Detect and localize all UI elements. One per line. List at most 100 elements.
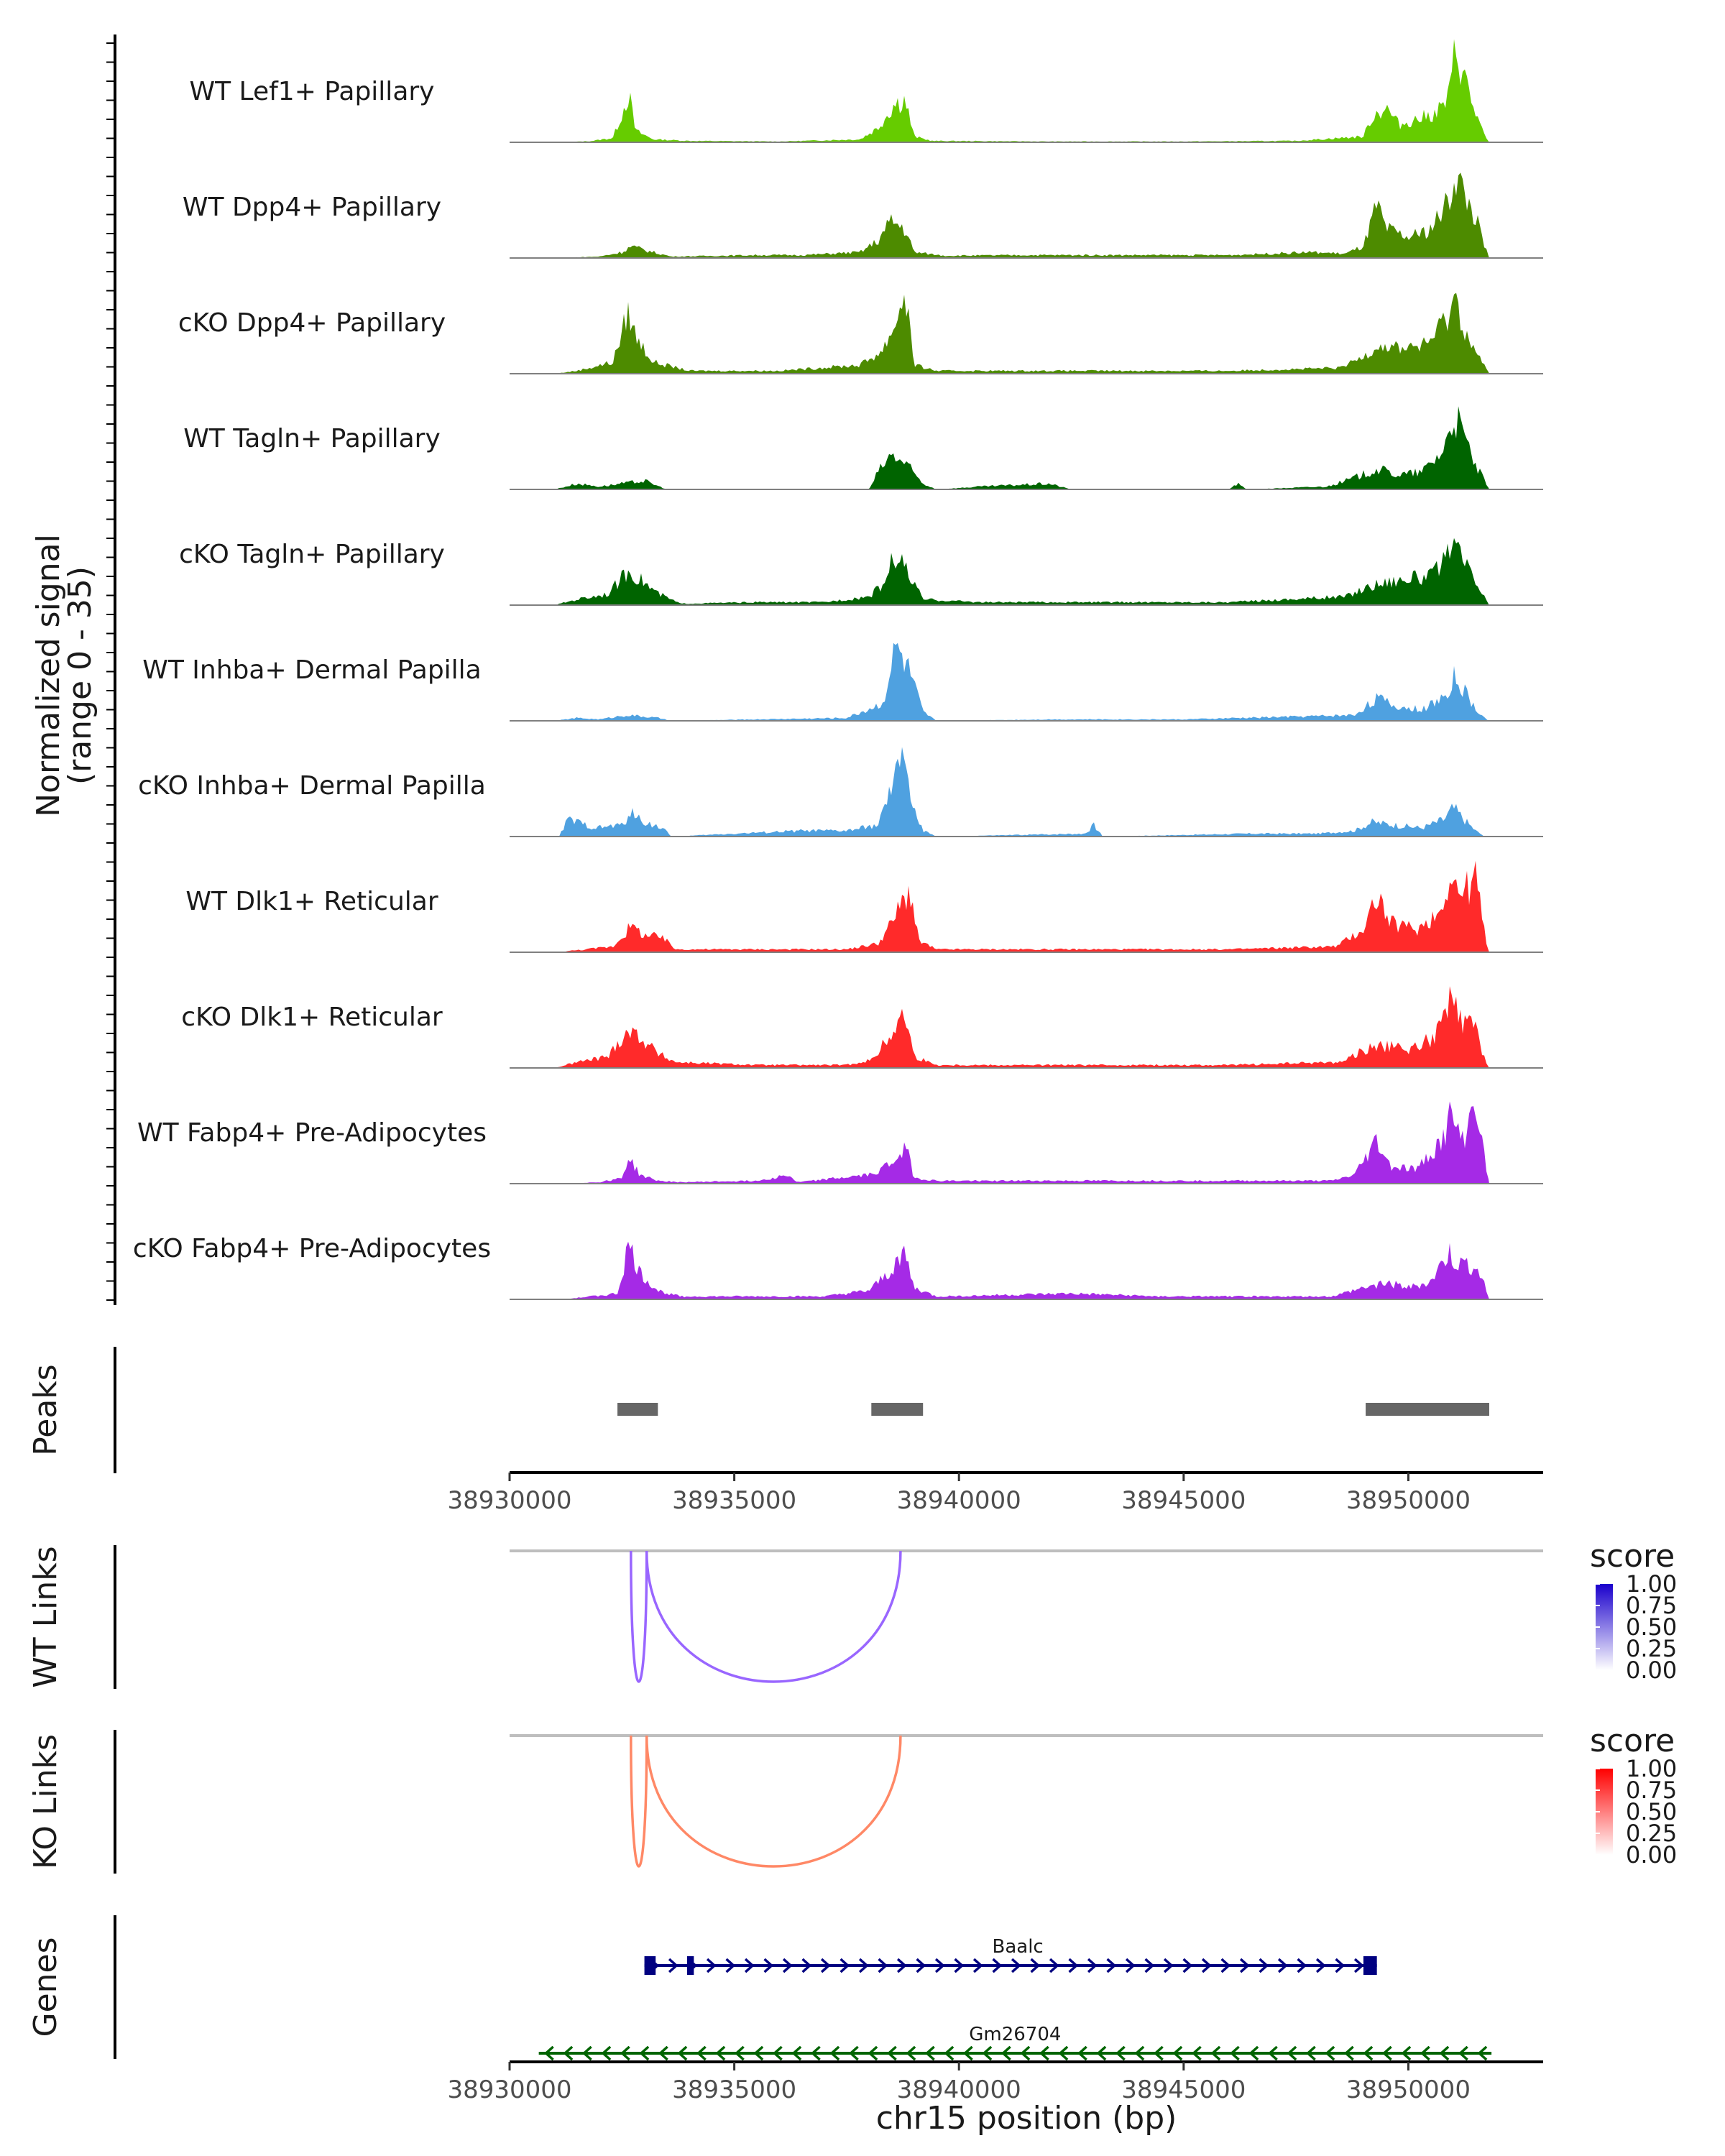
strand-arrow [1201, 1958, 1212, 1973]
gene-model: Baalc [644, 1936, 1377, 1975]
strand-arrow [954, 1958, 965, 1973]
link-arc [645, 1735, 902, 1868]
strand-arrow [1144, 1958, 1155, 1973]
coverage-track-label: WT Inhba+ Dermal Papilla [142, 655, 481, 685]
coverage-track-label: WT Fabp4+ Pre-Adipocytes [137, 1118, 487, 1148]
peak-region [871, 1403, 924, 1416]
coverage-track: WT Inhba+ Dermal Papilla [142, 642, 1543, 722]
coverage-area [554, 642, 1489, 721]
coverage-track-label: cKO Dlk1+ Reticular [181, 1003, 443, 1032]
coverage-track-label: cKO Dpp4+ Papillary [178, 308, 446, 338]
strand-arrow [963, 2045, 973, 2061]
strand-arrow [1220, 1958, 1231, 1973]
coverage-area [554, 292, 1489, 374]
strand-arrow [1230, 2045, 1240, 2061]
legend-tick-label: 0.00 [1626, 1841, 1677, 1869]
strand-arrow [1077, 2045, 1087, 2061]
strand-arrow [1030, 1958, 1041, 1973]
strand-arrow [1096, 2045, 1107, 2061]
coverage-track-label: cKO Inhba+ Dermal Papilla [138, 771, 486, 801]
legend-tick-label: 1.00 [1626, 1755, 1677, 1782]
strand-arrow [1297, 1958, 1307, 1973]
strand-arrow [982, 2045, 993, 2061]
strand-arrow [725, 1958, 736, 1973]
coverage-y-axis-title: Normalized signal [30, 534, 67, 817]
strand-arrow [1154, 2045, 1164, 2061]
legend-tick-label: 0.25 [1626, 1635, 1677, 1662]
strand-arrow [677, 2045, 688, 2061]
strand-arrow [763, 1958, 774, 1973]
strand-arrow [1306, 2045, 1316, 2061]
gene-model: Gm26704 [538, 2024, 1492, 2061]
strand-arrow [811, 2045, 821, 2061]
gene-exon [1363, 1956, 1377, 1975]
strand-arrow [1239, 1958, 1250, 1973]
coverage-track: cKO Dpp4+ Papillary [178, 292, 1543, 374]
coverage-track: WT Tagln+ Papillary [183, 406, 1543, 490]
strand-arrow [544, 2045, 554, 2061]
legend-tick-label: 0.00 [1626, 1657, 1677, 1684]
x-axis-tick-label: 38945000 [1121, 2076, 1246, 2104]
strand-arrow [925, 2045, 935, 2061]
x-axis-tick-label: 38930000 [447, 1486, 571, 1515]
coverage-area [554, 986, 1489, 1068]
link-arc [630, 1735, 648, 1868]
strand-arrow [1125, 1958, 1136, 1973]
coverage-track-label: WT Tagln+ Papillary [183, 424, 441, 453]
strand-arrow [1353, 1958, 1364, 1973]
coverage-track-label: WT Dlk1+ Reticular [185, 887, 438, 916]
coverage-area [554, 172, 1489, 258]
strand-arrow [696, 2045, 707, 2061]
coverage-track-label: cKO Fabp4+ Pre-Adipocytes [133, 1234, 491, 1263]
strand-arrow [744, 1958, 755, 1973]
x-axis-tick-label: 38930000 [447, 2076, 571, 2104]
links-track-title: KO Links [27, 1734, 64, 1869]
coverage-y-minor-ticks [106, 42, 115, 1301]
gene-exon [644, 1956, 656, 1975]
strand-arrow [1039, 2045, 1049, 2061]
coverage-track: cKO Fabp4+ Pre-Adipocytes [133, 1234, 1543, 1300]
coverage-track-label: WT Lef1+ Papillary [190, 77, 435, 106]
strand-arrow [820, 1958, 831, 1973]
gene-models: Baalc Gm26704 [538, 1936, 1492, 2061]
strand-arrow [601, 2045, 612, 2061]
coverage-area [554, 406, 1489, 489]
strand-arrow [658, 2045, 668, 2061]
strand-arrow [916, 1958, 926, 1973]
strand-arrow [1477, 2045, 1488, 2061]
strand-arrow [1401, 2045, 1412, 2061]
link-arc [630, 1550, 648, 1683]
strand-arrow [1344, 2045, 1354, 2061]
coverage-track: WT Dlk1+ Reticular [185, 860, 1543, 953]
gene-name-label: Baalc [993, 1936, 1044, 1958]
strand-arrow [1439, 2045, 1450, 2061]
strand-arrow [706, 1958, 717, 1973]
coverage-track-label: cKO Tagln+ Papillary [179, 540, 445, 569]
strand-arrow [668, 1958, 678, 1973]
strand-arrow [1182, 1958, 1193, 1973]
strand-arrow [1172, 2045, 1183, 2061]
strand-arrow [878, 1958, 888, 1973]
strand-arrow [563, 2045, 574, 2061]
strand-arrow [934, 1958, 945, 1973]
coverage-track: cKO Dlk1+ Reticular [181, 986, 1543, 1069]
strand-arrow [1192, 2045, 1202, 2061]
gene-name-label: Gm26704 [969, 2024, 1061, 2045]
coverage-track: WT Lef1+ Papillary [190, 39, 1543, 143]
strand-arrow [858, 1958, 869, 1973]
coverage-panel: Normalized signal (range 0 - 35) WT Lef1… [30, 34, 1543, 1305]
strand-arrow [582, 2045, 592, 2061]
coverage-area [554, 538, 1489, 605]
legend-tick-label: 0.75 [1626, 1777, 1677, 1804]
strand-arrow [782, 1958, 793, 1973]
x-axis-tick-label: 38945000 [1121, 1486, 1246, 1515]
strand-arrow [1068, 1958, 1079, 1973]
strand-arrow [753, 2045, 764, 2061]
coverage-area [564, 1241, 1489, 1299]
strand-arrow [801, 1958, 812, 1973]
strand-arrow [1458, 2045, 1468, 2061]
strand-arrow [1049, 1958, 1059, 1973]
